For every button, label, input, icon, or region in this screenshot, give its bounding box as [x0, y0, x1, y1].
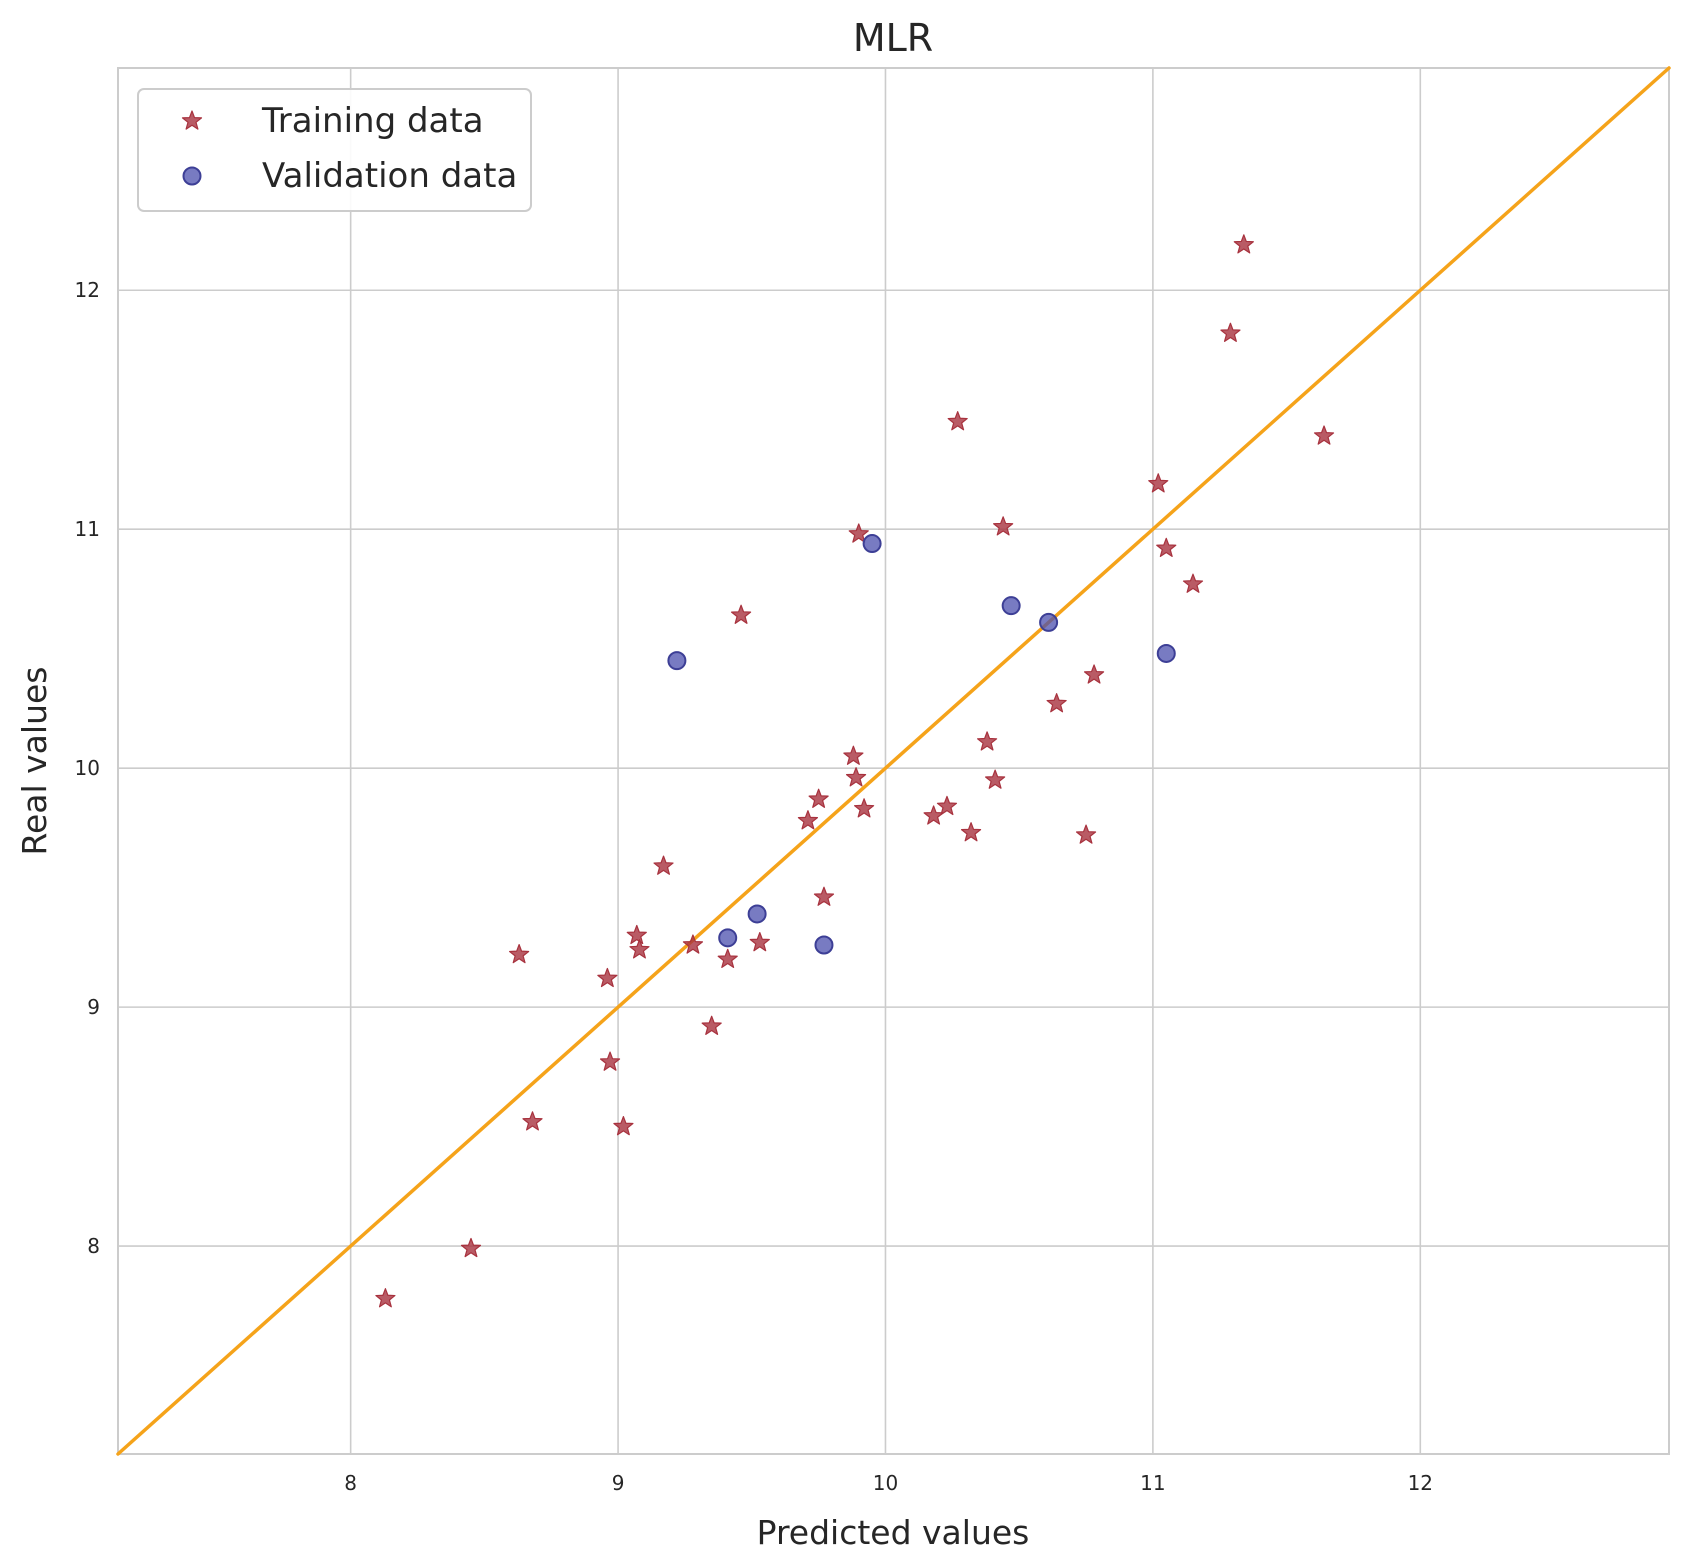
x-tick-label: 11 — [1140, 1471, 1165, 1495]
training-point — [375, 1288, 396, 1308]
reference-line — [116, 66, 1671, 1456]
training-point — [1313, 425, 1335, 445]
training-point — [522, 1111, 543, 1131]
training-point — [947, 411, 968, 431]
validation-point — [1156, 643, 1176, 663]
legend-marker-validation — [182, 166, 202, 186]
legend-box — [137, 88, 532, 212]
x-axis-title: Predicted values — [757, 1513, 1030, 1552]
validation-point — [667, 651, 687, 671]
y-tick-label: 8 — [87, 1234, 100, 1258]
training-point — [1148, 473, 1169, 493]
y-tick-label: 12 — [75, 278, 100, 302]
training-point — [653, 855, 674, 875]
validation-point — [1001, 596, 1021, 616]
training-point — [853, 798, 875, 818]
validation-point — [747, 904, 767, 924]
training-series — [375, 234, 1335, 1308]
training-point — [1083, 664, 1105, 684]
legend-label-validation: Validation data — [262, 156, 517, 196]
legend: Training data Validation data — [137, 88, 532, 212]
training-point — [629, 939, 650, 959]
validation-point — [862, 534, 882, 554]
training-point — [701, 1015, 722, 1035]
training-point — [682, 934, 704, 954]
training-point — [1182, 573, 1204, 593]
training-point — [626, 924, 647, 945]
training-point — [808, 788, 829, 808]
plot-frame — [117, 67, 1670, 1455]
training-point — [813, 886, 835, 906]
training-point — [923, 805, 944, 825]
training-point — [460, 1237, 482, 1258]
training-point — [797, 810, 819, 830]
x-tick-label: 8 — [344, 1471, 357, 1495]
training-point — [936, 795, 958, 816]
validation-point — [814, 935, 834, 955]
training-point — [1075, 824, 1097, 844]
training-point — [597, 967, 618, 988]
training-point — [845, 767, 867, 787]
validation-point — [1039, 612, 1059, 632]
y-tick-label: 9 — [87, 995, 100, 1019]
training-point — [1233, 234, 1254, 254]
x-tick-labels: 8 9 10 11 12 — [344, 1471, 1433, 1495]
training-point — [976, 731, 998, 751]
training-point — [599, 1051, 621, 1071]
training-point — [613, 1116, 634, 1136]
training-point — [749, 932, 770, 952]
legend-markers — [181, 110, 203, 186]
x-tick-label: 10 — [873, 1471, 898, 1495]
training-point — [717, 948, 738, 969]
validation-series — [667, 534, 1176, 955]
data-points — [375, 234, 1335, 1308]
training-point — [1220, 322, 1241, 342]
legend-marker-training — [181, 110, 203, 130]
training-point — [730, 604, 752, 624]
chart-title: MLR — [853, 16, 933, 60]
training-point — [848, 523, 869, 543]
legend-label-training: Training data — [261, 101, 484, 141]
y-tick-label: 10 — [75, 756, 100, 780]
x-tick-label: 12 — [1408, 1471, 1433, 1495]
x-tick-label: 9 — [612, 1471, 625, 1495]
validation-point — [718, 928, 738, 948]
grid — [118, 68, 1669, 1454]
y-tick-labels: 8 9 10 11 12 — [75, 278, 100, 1258]
training-point — [843, 745, 864, 765]
training-point — [993, 516, 1014, 536]
training-point — [1046, 693, 1067, 713]
training-point — [509, 943, 530, 964]
y-axis-title: Real values — [15, 667, 54, 856]
training-point — [1156, 537, 1177, 558]
training-point — [960, 822, 982, 842]
y-tick-label: 11 — [75, 517, 100, 541]
training-point — [985, 769, 1006, 789]
